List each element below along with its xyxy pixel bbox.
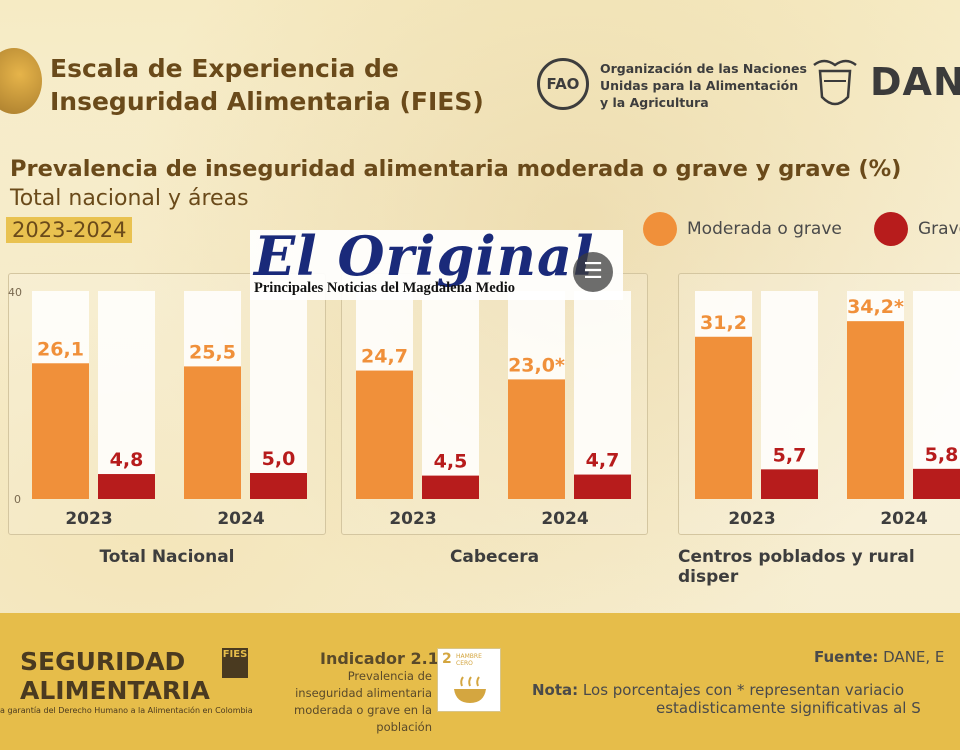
document-icon[interactable]: ☰ (573, 252, 613, 292)
data-label-grave: 5,7 (773, 444, 807, 466)
brand-subtitle: a garantía del Derecho Humano a la Alime… (0, 706, 253, 715)
bowl-icon (454, 676, 486, 703)
data-label-moderada: 34,2* (847, 296, 904, 318)
data-label-grave: 5,8 (925, 444, 959, 466)
legend-item-moderada: Moderada o grave (643, 212, 842, 246)
bar-grave (574, 474, 631, 499)
data-label-moderada: 24,7 (361, 346, 408, 368)
source-value: DANE, E (878, 648, 945, 666)
bar-grave (913, 468, 960, 499)
note-line-1: Los porcentajes con * representan variac… (578, 681, 905, 699)
y-tick-min: 0 (14, 493, 21, 506)
bar-moderada (847, 321, 904, 499)
watermark-title: El Original (254, 224, 595, 288)
data-label-moderada: 26,1 (37, 338, 84, 360)
indicator-title: Indicador 2.1.2 (320, 649, 457, 668)
fao-line-2: Unidas para la Alimentación (600, 78, 799, 93)
legend-item-grave: Grave (874, 212, 960, 246)
group-label-rural: Centros poblados y rural disper (678, 547, 915, 587)
source-label: Fuente: (814, 648, 879, 666)
data-label-grave: 5,0 (262, 448, 296, 470)
legend-swatch-moderada (643, 212, 677, 246)
bar-moderada (695, 336, 752, 499)
bar-track (98, 291, 155, 499)
note-label: Nota: (532, 681, 579, 699)
bar-grave (250, 473, 307, 499)
bar-grave (98, 474, 155, 499)
x-tick-year: 2023 (728, 509, 775, 529)
data-label-moderada: 23,0* (508, 354, 565, 376)
y-tick-max: 40 (8, 286, 22, 299)
brand-line-1: SEGURIDAD (20, 647, 186, 676)
bar-moderada (184, 366, 241, 499)
sdg-text: HAMBRE CERO (456, 653, 482, 667)
title-line-2: Inseguridad Alimentaria (FIES) (50, 87, 484, 116)
fies-tag: FIES (222, 648, 248, 678)
fao-logo-icon: FAO (537, 58, 589, 110)
bar-moderada (32, 363, 89, 499)
chart-subtitle: Total nacional y áreas (10, 186, 249, 211)
data-label-moderada: 25,5 (189, 341, 236, 363)
watermark-subtitle: Principales Noticias del Magdalena Medio (254, 280, 515, 296)
x-tick-year: 2024 (880, 509, 927, 529)
x-tick-year: 2023 (389, 509, 436, 529)
source-text: Fuente: DANE, E (814, 648, 944, 666)
brand-line-2: ALIMENTARIA (20, 676, 210, 705)
fao-line-3: y la Agricultura (600, 95, 709, 110)
legend-swatch-grave (874, 212, 908, 246)
group-label-total-nacional: Total Nacional (99, 547, 235, 567)
bar-track (913, 291, 960, 499)
data-label-grave: 4,5 (434, 451, 468, 473)
watermark: El Original Principales Noticias del Mag… (250, 224, 623, 300)
bar-track (422, 291, 479, 499)
bar-grave (422, 475, 479, 499)
chart-title: Prevalencia de inseguridad alimentaria m… (10, 156, 902, 182)
bar-track (250, 291, 307, 499)
period-badge: 2023-2024 (6, 217, 133, 243)
header-title: Escala de Experiencia de Inseguridad Ali… (50, 52, 484, 118)
note-text: Nota: Los porcentajes con * representan … (532, 681, 921, 717)
data-label-grave: 4,7 (586, 450, 620, 472)
x-tick-year: 2023 (65, 509, 112, 529)
fao-line-1: Organización de las Naciones (600, 61, 807, 76)
bar-moderada (508, 379, 565, 499)
colombia-crest-icon (813, 59, 857, 106)
note-line-2: estadisticamente significativas al S (656, 699, 921, 717)
bar-track (761, 291, 818, 499)
data-label-moderada: 31,2 (700, 312, 747, 334)
indicator-description: Prevalencia de inseguridad alimentaria m… (294, 669, 432, 734)
bar-grave (761, 469, 818, 499)
dane-logo: DANE (870, 60, 960, 104)
title-line-1: Escala de Experiencia de (50, 54, 399, 83)
sdg-badge: 2 HAMBRE CERO (437, 648, 501, 712)
legend-label-grave: Grave (918, 219, 960, 239)
x-tick-year: 2024 (217, 509, 264, 529)
bar-track (574, 291, 631, 499)
data-label-grave: 4,8 (110, 449, 144, 471)
bar-moderada (356, 370, 413, 499)
legend-label-moderada: Moderada o grave (687, 219, 842, 239)
fao-name: Organización de las Naciones Unidas para… (600, 60, 810, 111)
x-tick-year: 2024 (541, 509, 588, 529)
sdg-number: 2 (442, 651, 452, 667)
group-label-cabecera: Cabecera (449, 547, 540, 567)
fao-logo-text: FAO (546, 75, 580, 93)
